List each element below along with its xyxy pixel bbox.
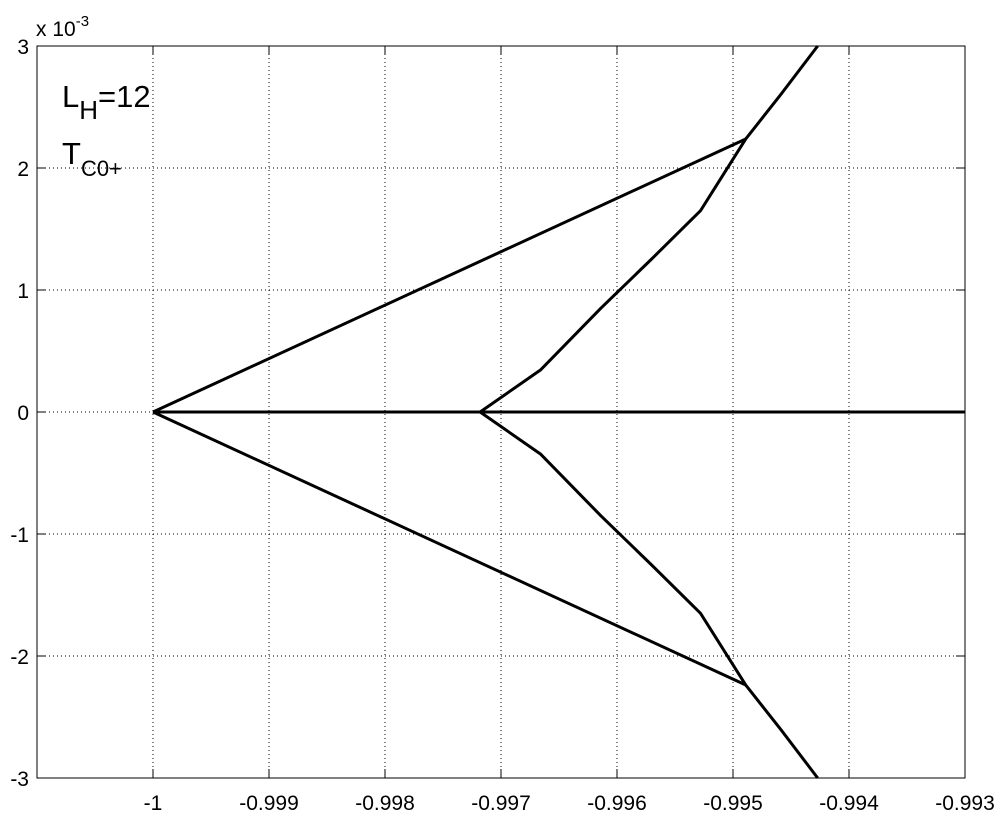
annotation-main: L — [62, 79, 79, 114]
y-tick-label: 0 — [17, 402, 29, 425]
lines — [152, 45, 965, 779]
multiplier-base: x 10 — [36, 18, 76, 41]
x-tick-label: -0.999 — [239, 792, 299, 815]
y-tick-label: -1 — [10, 524, 29, 547]
y-tick-label: -2 — [10, 646, 29, 669]
x-tick-label: -0.993 — [935, 792, 995, 815]
x-tick-label: -0.996 — [587, 792, 647, 815]
annotation: LH=12 — [62, 79, 151, 125]
y-tick-label: 2 — [17, 158, 29, 181]
axes-box — [36, 45, 966, 779]
y-multiplier: x 10-3 — [36, 13, 89, 41]
annotation-main: T — [62, 136, 81, 171]
x-tick-label: -0.994 — [819, 792, 879, 815]
annotation: TC0+ — [62, 136, 122, 181]
data-line — [152, 137, 747, 414]
data-line — [479, 410, 819, 779]
y-tick-label: -3 — [10, 768, 29, 791]
data-line — [479, 45, 819, 414]
x-tick-label: -1 — [144, 792, 163, 815]
y-tick-label: 3 — [17, 36, 29, 59]
x-tick-label: -0.997 — [471, 792, 531, 815]
annotation-sub: H — [79, 95, 98, 125]
x-tick-label: -0.998 — [355, 792, 415, 815]
data-line — [152, 410, 747, 687]
y-tick-label: 1 — [17, 280, 29, 303]
annotation-suffix: =12 — [98, 79, 151, 114]
x-tick-label: -0.995 — [703, 792, 763, 815]
multiplier-exponent: -3 — [76, 13, 89, 30]
annotation-sub: C0+ — [81, 156, 122, 181]
